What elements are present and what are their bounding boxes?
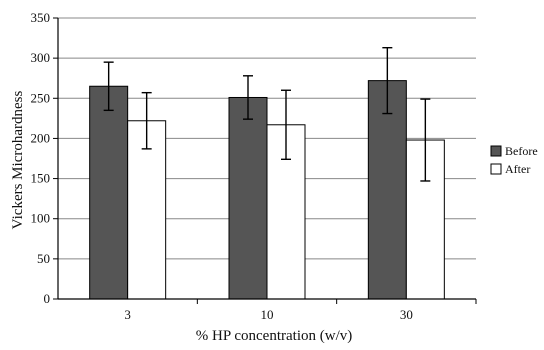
legend-swatch-before [490,145,502,157]
error-bars [103,47,431,182]
y-tick-label: 100 [31,211,51,226]
legend-label-after: After [505,162,530,176]
x-axis-title: % HP concentration (w/v) [196,328,352,344]
x-tick-label: 10 [261,307,274,322]
bar-after-3 [127,120,167,300]
y-tick-label: 300 [31,50,51,65]
y-axis-title: Vickers Microhardness [10,91,26,230]
y-tick-label: 350 [31,10,51,25]
x-tick-label: 3 [124,307,131,322]
legend-label-before: Before [505,144,538,158]
y-tick-label: 0 [44,291,51,306]
legend-swatch-after [490,163,502,175]
y-tick-label: 150 [31,171,51,186]
bar-before-3 [89,85,129,300]
x-tick-label: 30 [400,307,413,322]
bar-before-30 [367,80,407,300]
axes: 0 50 100 150 200 250 300 350 3 10 30 [31,10,477,322]
y-tick-label: 200 [31,130,51,145]
legend: Before After [490,144,538,176]
bars [89,80,445,300]
bar-before-10 [228,96,268,300]
y-tick-label: 250 [31,90,51,105]
y-tick-label: 50 [37,251,50,266]
